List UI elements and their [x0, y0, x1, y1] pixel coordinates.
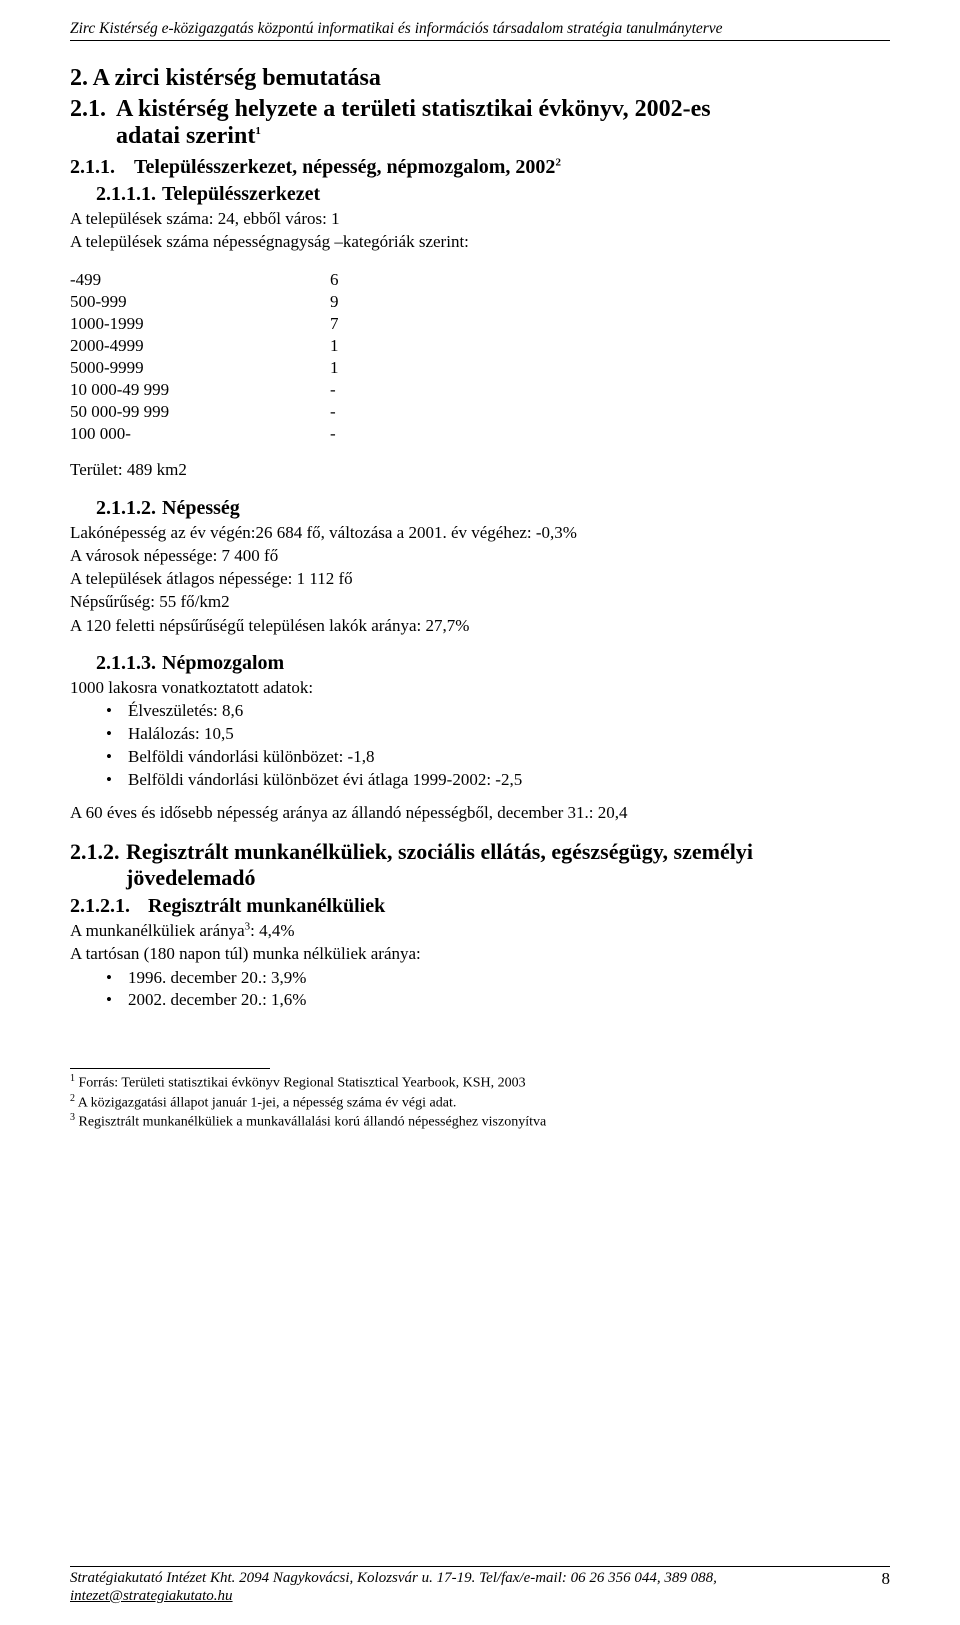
table-row: -4996	[70, 269, 890, 291]
unemployment-list: 1996. december 20.: 3,9% 2002. december …	[106, 967, 890, 1013]
footer-line1: Stratégiakutató Intézet Kht. 2094 Nagyko…	[70, 1570, 717, 1586]
pop-value: 1	[330, 335, 370, 357]
footnote-2-text: A közigazgatási állapot január 1-jei, a …	[75, 1095, 456, 1110]
page-footer: Stratégiakutató Intézet Kht. 2094 Nagyko…	[70, 1566, 890, 1605]
heading-2-1-num: 2.1.	[70, 96, 116, 123]
pop-value: 6	[330, 269, 370, 291]
pop-label: 1000-1999	[70, 313, 330, 335]
page-number: 8	[870, 1569, 891, 1589]
running-header: Zirc Kistérség e-közigazgatás központú i…	[70, 20, 890, 41]
pop-label: 50 000-99 999	[70, 401, 330, 423]
heading-4-4: 2.1.2.1.Regisztrált munkanélküliek	[70, 895, 890, 918]
pop-value: 9	[330, 291, 370, 313]
para-pop-4: Népsűrűség: 55 fő/km2	[70, 591, 890, 612]
para-age60: A 60 éves és idősebb népesség aránya az …	[70, 802, 890, 823]
pop-label: 100 000-	[70, 423, 330, 445]
pop-value: -	[330, 379, 370, 401]
pop-value: -	[330, 423, 370, 445]
pop-label: 500-999	[70, 291, 330, 313]
pop-value: 1	[330, 357, 370, 379]
heading-3-2-text-a: Regisztrált munkanélküliek, szociális el…	[126, 839, 753, 864]
list-item: Belföldi vándorlási különbözet évi átlag…	[106, 769, 890, 792]
footer-email-link[interactable]: intezet@strategiakutato.hu	[70, 1588, 233, 1604]
heading-3-2: 2.1.2.Regisztrált munkanélküliek, szociá…	[70, 839, 890, 865]
list-item: 2002. december 20.: 1,6%	[106, 989, 890, 1012]
footer-text: Stratégiakutató Intézet Kht. 2094 Nagyko…	[70, 1569, 717, 1605]
para-unemp-1b: : 4,4%	[250, 921, 294, 940]
list-item: 1996. december 20.: 3,9%	[106, 967, 890, 990]
footnote-3-text: Regisztrált munkanélküliek a munkavállal…	[75, 1114, 546, 1129]
heading-2-1-text-b: adatai szerint	[116, 123, 255, 149]
heading-4-3: 2.1.1.3.Népmozgalom	[96, 652, 890, 675]
heading-3-1-num: 2.1.1.	[70, 156, 134, 179]
para-unemp-1: A munkanélküliek aránya3: 4,4%	[70, 920, 890, 941]
heading-4-2-num: 2.1.1.2.	[96, 497, 162, 520]
pop-label: 10 000-49 999	[70, 379, 330, 401]
footnote-2: 2 A közigazgatási állapot január 1-jei, …	[70, 1093, 890, 1112]
table-row: 10 000-49 999-	[70, 379, 890, 401]
heading-4-4-num: 2.1.2.1.	[70, 895, 148, 918]
heading-3-2-cont: jövedelemadó	[126, 865, 890, 891]
pop-value: 7	[330, 313, 370, 335]
para-settlements-a: A települések száma: 24, ebből város: 1	[70, 208, 890, 229]
para-pop-2: A városok népessége: 7 400 fő	[70, 545, 890, 566]
list-item: Élveszületés: 8,6	[106, 700, 890, 723]
population-size-table: -4996 500-9999 1000-19997 2000-49991 500…	[70, 269, 890, 446]
heading-4-3-text: Népmozgalom	[162, 652, 284, 674]
heading-2-1-sup: 1	[255, 125, 261, 137]
heading-4-2: 2.1.1.2.Népesség	[96, 497, 890, 520]
para-pop-1: Lakónépesség az év végén:26 684 fő, vált…	[70, 522, 890, 543]
heading-4-3-num: 2.1.1.3.	[96, 652, 162, 675]
footnote-1: 1 Forrás: Területi statisztikai évkönyv …	[70, 1073, 890, 1092]
pop-label: 2000-4999	[70, 335, 330, 357]
heading-3-2-num: 2.1.2.	[70, 839, 126, 865]
pop-label: -499	[70, 269, 330, 291]
heading-3-1-sup: 2	[555, 156, 561, 168]
heading-1: 2. A zirci kistérség bemutatása	[70, 65, 890, 92]
heading-4-2-text: Népesség	[162, 497, 240, 519]
movement-list: Élveszületés: 8,6 Halálozás: 10,5 Belföl…	[106, 700, 890, 792]
para-pop-3: A települések átlagos népessége: 1 112 f…	[70, 568, 890, 589]
table-row: 100 000--	[70, 423, 890, 445]
para-settlements-b: A települések száma népességnagyság –kat…	[70, 231, 890, 252]
table-row: 50 000-99 999-	[70, 401, 890, 423]
page: Zirc Kistérség e-közigazgatás központú i…	[0, 0, 960, 1625]
table-row: 2000-49991	[70, 335, 890, 357]
pop-value: -	[330, 401, 370, 423]
table-row: 5000-99991	[70, 357, 890, 379]
table-row: 500-9999	[70, 291, 890, 313]
heading-2-1: 2.1.A kistérség helyzete a területi stat…	[70, 96, 890, 150]
footnote-1-text: Forrás: Területi statisztikai évkönyv Re…	[75, 1076, 526, 1091]
para-area: Terület: 489 km2	[70, 459, 890, 480]
footnote-separator	[70, 1068, 270, 1069]
heading-2-1-text-a: A kistérség helyzete a területi statiszt…	[116, 96, 711, 122]
list-item: Belföldi vándorlási különbözet: -1,8	[106, 746, 890, 769]
heading-3-1: 2.1.1.Településszerkezet, népesség, népm…	[70, 156, 890, 179]
heading-4-1-num: 2.1.1.1.	[96, 183, 162, 206]
para-unemp-1a: A munkanélküliek aránya	[70, 921, 245, 940]
pop-label: 5000-9999	[70, 357, 330, 379]
heading-4-4-text: Regisztrált munkanélküliek	[148, 895, 385, 917]
list-item: Halálozás: 10,5	[106, 723, 890, 746]
heading-4-1-text: Településszerkezet	[162, 183, 320, 205]
para-unemp-2: A tartósan (180 napon túl) munka nélküli…	[70, 943, 890, 964]
footnotes: 1 Forrás: Területi statisztikai évkönyv …	[70, 1073, 890, 1130]
table-row: 1000-19997	[70, 313, 890, 335]
para-mov-intro: 1000 lakosra vonatkoztatott adatok:	[70, 677, 890, 698]
heading-4-1: 2.1.1.1.Településszerkezet	[96, 183, 890, 206]
footnote-3: 3 Regisztrált munkanélküliek a munkaváll…	[70, 1112, 890, 1131]
para-pop-5: A 120 feletti népsűrűségű településen la…	[70, 615, 890, 636]
heading-3-1-text: Településszerkezet, népesség, népmozgalo…	[134, 156, 555, 178]
